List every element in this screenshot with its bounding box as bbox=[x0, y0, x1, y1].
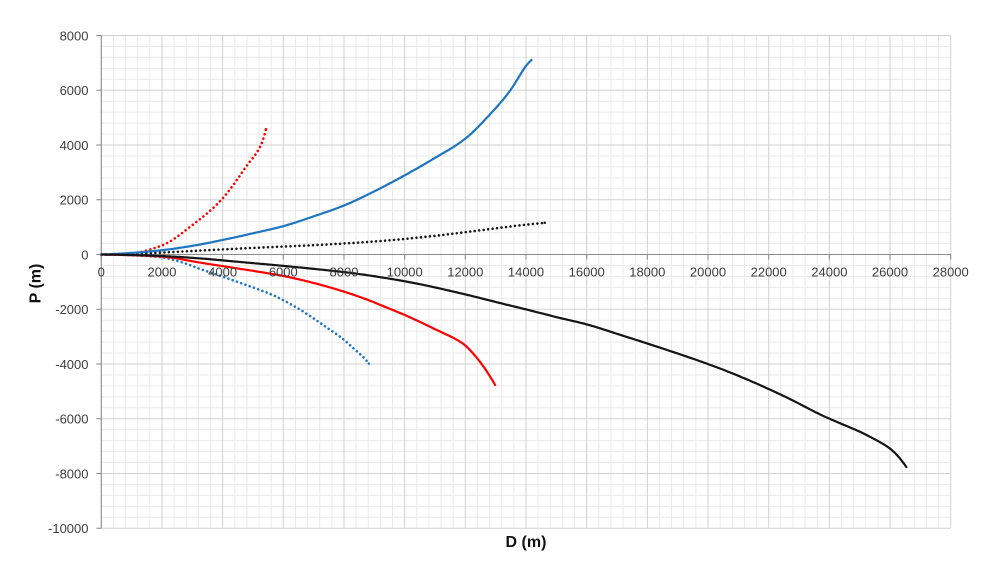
svg-text:0: 0 bbox=[81, 247, 88, 262]
svg-text:0: 0 bbox=[98, 265, 105, 280]
svg-text:16000: 16000 bbox=[569, 265, 605, 280]
svg-text:P (m): P (m) bbox=[27, 264, 44, 304]
svg-text:20000: 20000 bbox=[690, 265, 726, 280]
svg-text:8000: 8000 bbox=[330, 265, 359, 280]
svg-text:-4000: -4000 bbox=[55, 357, 88, 372]
svg-text:-2000: -2000 bbox=[55, 302, 88, 317]
svg-text:4000: 4000 bbox=[60, 138, 89, 153]
svg-text:D (m): D (m) bbox=[506, 534, 547, 551]
svg-text:24000: 24000 bbox=[811, 265, 847, 280]
svg-text:-6000: -6000 bbox=[55, 412, 88, 427]
svg-text:-10000: -10000 bbox=[48, 521, 88, 536]
svg-text:2000: 2000 bbox=[60, 193, 89, 208]
svg-text:22000: 22000 bbox=[751, 265, 787, 280]
svg-text:6000: 6000 bbox=[60, 83, 89, 98]
svg-text:10000: 10000 bbox=[387, 265, 423, 280]
svg-text:12000: 12000 bbox=[447, 265, 483, 280]
svg-text:2000: 2000 bbox=[148, 265, 177, 280]
svg-text:6000: 6000 bbox=[269, 265, 298, 280]
svg-text:14000: 14000 bbox=[508, 265, 544, 280]
svg-text:4000: 4000 bbox=[208, 265, 237, 280]
svg-text:26000: 26000 bbox=[872, 265, 908, 280]
svg-text:18000: 18000 bbox=[629, 265, 665, 280]
svg-text:8000: 8000 bbox=[60, 28, 89, 43]
svg-text:28000: 28000 bbox=[933, 265, 969, 280]
svg-text:-8000: -8000 bbox=[55, 466, 88, 481]
